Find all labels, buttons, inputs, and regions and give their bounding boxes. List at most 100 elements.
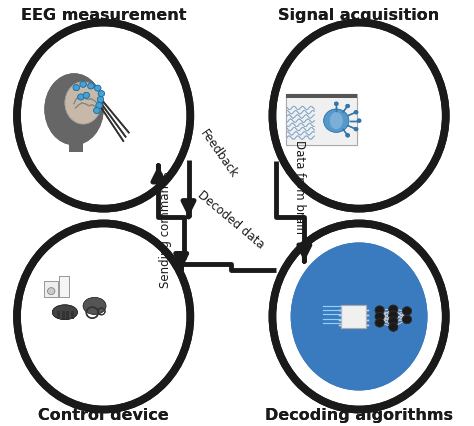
Ellipse shape bbox=[45, 73, 104, 145]
Circle shape bbox=[80, 81, 86, 87]
Circle shape bbox=[334, 102, 338, 106]
Circle shape bbox=[375, 312, 384, 321]
Circle shape bbox=[346, 133, 350, 138]
Bar bbox=[341, 305, 366, 328]
Bar bbox=[62, 311, 65, 319]
Circle shape bbox=[88, 83, 94, 89]
Bar bbox=[57, 311, 60, 319]
Circle shape bbox=[80, 81, 86, 87]
Ellipse shape bbox=[330, 112, 343, 129]
Ellipse shape bbox=[83, 297, 106, 314]
Circle shape bbox=[389, 305, 398, 314]
Ellipse shape bbox=[330, 112, 343, 129]
Text: Sending commands: Sending commands bbox=[159, 171, 172, 288]
Circle shape bbox=[97, 97, 104, 103]
Circle shape bbox=[402, 307, 411, 315]
Circle shape bbox=[389, 311, 398, 320]
Text: Feedback: Feedback bbox=[197, 127, 240, 180]
Circle shape bbox=[96, 103, 102, 108]
Bar bbox=[45, 281, 58, 297]
Bar bbox=[45, 281, 58, 297]
Bar bbox=[70, 130, 83, 152]
Circle shape bbox=[375, 319, 384, 327]
Circle shape bbox=[389, 317, 398, 325]
Bar bbox=[66, 311, 70, 319]
Text: Signal acquisition: Signal acquisition bbox=[278, 8, 440, 23]
Circle shape bbox=[97, 97, 104, 103]
Bar bbox=[66, 311, 70, 319]
Ellipse shape bbox=[17, 23, 191, 209]
Circle shape bbox=[94, 107, 100, 113]
Circle shape bbox=[389, 317, 398, 325]
Circle shape bbox=[389, 305, 398, 314]
Circle shape bbox=[346, 104, 350, 108]
Circle shape bbox=[88, 83, 94, 89]
Bar bbox=[71, 311, 74, 319]
Circle shape bbox=[47, 288, 55, 294]
Circle shape bbox=[96, 103, 102, 108]
Bar bbox=[57, 311, 60, 319]
Ellipse shape bbox=[45, 73, 104, 145]
Text: Signal acquisition: Signal acquisition bbox=[278, 8, 440, 23]
Text: Control device: Control device bbox=[38, 408, 169, 423]
Ellipse shape bbox=[52, 305, 77, 320]
Circle shape bbox=[389, 323, 398, 331]
Bar bbox=[286, 94, 357, 98]
Text: Decoding algorithms: Decoding algorithms bbox=[265, 408, 453, 423]
Circle shape bbox=[375, 306, 384, 314]
Bar bbox=[59, 276, 69, 297]
Ellipse shape bbox=[52, 305, 77, 320]
Ellipse shape bbox=[65, 82, 101, 124]
Circle shape bbox=[375, 319, 384, 327]
Circle shape bbox=[346, 104, 350, 108]
Ellipse shape bbox=[324, 109, 349, 132]
Circle shape bbox=[389, 311, 398, 320]
Circle shape bbox=[354, 127, 358, 131]
Circle shape bbox=[354, 110, 358, 114]
Circle shape bbox=[375, 312, 384, 321]
Circle shape bbox=[98, 91, 105, 97]
Text: Decoded data: Decoded data bbox=[196, 188, 267, 251]
Circle shape bbox=[47, 288, 55, 294]
Bar bbox=[70, 130, 83, 152]
Circle shape bbox=[354, 127, 358, 131]
Ellipse shape bbox=[291, 242, 428, 391]
Bar bbox=[286, 95, 357, 145]
Circle shape bbox=[357, 118, 361, 123]
Bar bbox=[286, 94, 357, 98]
Bar bbox=[71, 311, 74, 319]
Circle shape bbox=[94, 85, 101, 91]
Circle shape bbox=[83, 92, 90, 98]
Circle shape bbox=[389, 323, 398, 331]
Circle shape bbox=[354, 110, 358, 114]
Circle shape bbox=[98, 91, 105, 97]
Text: Control device: Control device bbox=[38, 408, 169, 423]
Ellipse shape bbox=[324, 109, 349, 132]
Circle shape bbox=[73, 85, 80, 91]
Bar bbox=[286, 95, 357, 145]
Ellipse shape bbox=[83, 297, 106, 314]
Text: EEG measurement: EEG measurement bbox=[21, 8, 186, 23]
Circle shape bbox=[334, 102, 338, 106]
Circle shape bbox=[78, 94, 84, 100]
Circle shape bbox=[94, 107, 100, 113]
Ellipse shape bbox=[65, 82, 101, 124]
Circle shape bbox=[402, 307, 411, 315]
Ellipse shape bbox=[273, 223, 446, 409]
Ellipse shape bbox=[291, 242, 428, 391]
Ellipse shape bbox=[17, 223, 191, 409]
Text: Decoding algorithms: Decoding algorithms bbox=[265, 408, 453, 423]
Circle shape bbox=[83, 92, 90, 98]
Text: EEG measurement: EEG measurement bbox=[21, 8, 186, 23]
Circle shape bbox=[375, 306, 384, 314]
Bar bbox=[341, 305, 366, 328]
Circle shape bbox=[78, 94, 84, 100]
Circle shape bbox=[73, 85, 80, 91]
Circle shape bbox=[346, 133, 350, 138]
Ellipse shape bbox=[273, 23, 446, 209]
Circle shape bbox=[402, 315, 411, 324]
Circle shape bbox=[357, 118, 361, 123]
Bar bbox=[62, 311, 65, 319]
Text: Data from brain: Data from brain bbox=[293, 141, 306, 234]
Bar bbox=[59, 276, 69, 297]
